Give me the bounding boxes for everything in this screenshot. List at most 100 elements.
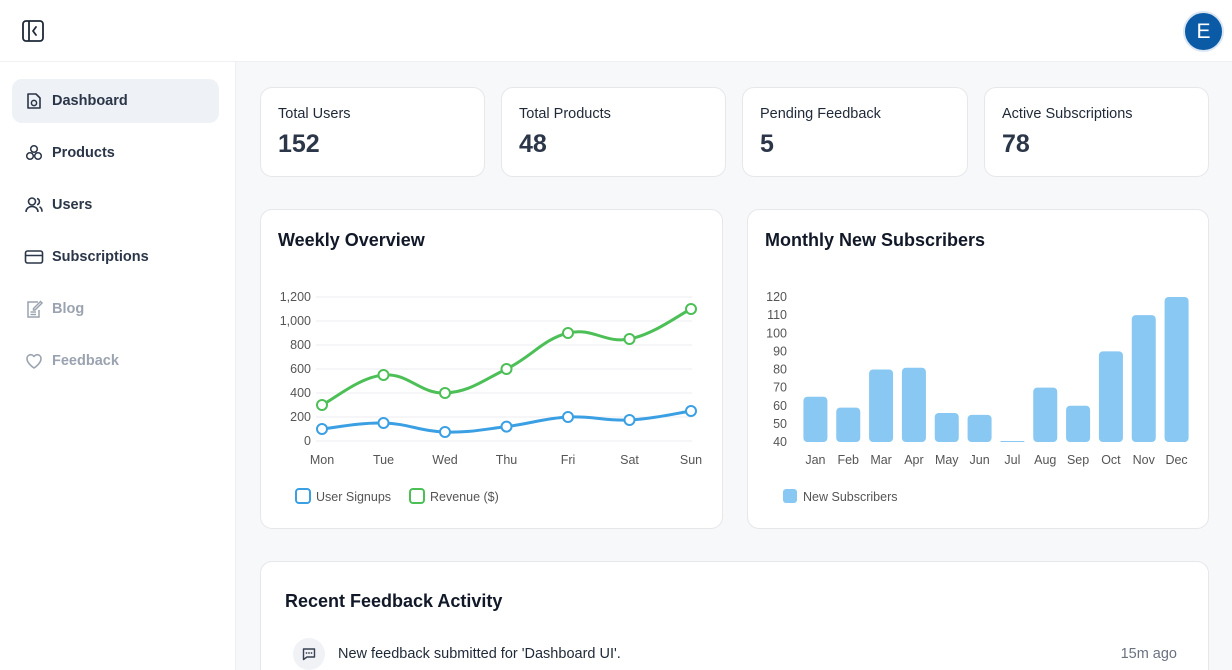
x-tick-label: Jun <box>970 453 990 467</box>
sidebar-item-blog[interactable]: Blog <box>12 287 219 331</box>
bar-nov <box>1131 315 1156 442</box>
data-point <box>316 399 328 411</box>
card-icon <box>24 247 44 267</box>
sidebar-item-label: Dashboard <box>52 93 128 109</box>
feedback-title: Recent Feedback Activity <box>285 591 503 611</box>
data-point <box>623 414 636 426</box>
bar-jan <box>803 396 828 442</box>
y-tick-label: 60 <box>773 399 787 413</box>
x-tick-label: Tue <box>373 453 394 467</box>
x-tick-label: Apr <box>904 453 923 467</box>
data-point <box>685 303 697 315</box>
bar-jun <box>967 414 992 442</box>
y-tick-label: 110 <box>767 308 787 322</box>
x-tick-label: Aug <box>1034 453 1056 467</box>
sidebar-item-label: Blog <box>52 301 85 317</box>
bar-jul <box>1000 441 1025 442</box>
data-point <box>562 411 574 423</box>
x-tick-label: Nov <box>1133 453 1156 467</box>
data-point <box>500 363 513 375</box>
stat-label: Active Subscriptions <box>1002 106 1133 122</box>
x-tick-label: Sep <box>1067 453 1089 467</box>
bar-aug <box>1033 387 1058 442</box>
sidebar-item-products[interactable]: Products <box>12 131 219 175</box>
sidebar-item-feedback[interactable]: Feedback <box>12 339 219 383</box>
avatar-initial: E <box>1196 19 1211 43</box>
monthly-subscribers-card: Monthly New Subscribers 40 50 60 70 80 90 100 1… <box>747 209 1209 529</box>
x-tick-label: Oct <box>1101 453 1121 467</box>
y-tick-label: 1,000 <box>280 314 311 328</box>
sidebar-collapse-icon <box>22 20 44 42</box>
x-tick-label: May <box>935 453 959 467</box>
y-tick-label: 600 <box>290 362 311 376</box>
stat-value: 152 <box>278 130 320 158</box>
stat-label: Pending Feedback <box>760 106 881 122</box>
feedback-text: New feedback submitted for 'Dashboard UI… <box>338 646 621 662</box>
sidebar-toggle-button[interactable] <box>22 20 44 42</box>
stat-value: 48 <box>519 130 547 158</box>
data-point <box>562 327 574 339</box>
y-tick-label: 200 <box>290 410 311 424</box>
heart-icon <box>24 351 44 371</box>
bar-apr <box>901 367 926 442</box>
stat-card-total-users: Total Users 152 <box>260 87 485 177</box>
y-tick-label: 0 <box>304 434 311 448</box>
feedback-item[interactable]: New feedback submitted for 'Dashboard UI… <box>293 638 1177 670</box>
data-point <box>377 417 390 429</box>
bar-feb <box>836 407 861 442</box>
y-tick-label: 80 <box>773 363 787 377</box>
stat-value: 5 <box>760 130 774 158</box>
y-tick-label: 70 <box>773 381 787 395</box>
x-tick-label: Dec <box>1165 453 1187 467</box>
stat-card-active-subscriptions: Active Subscriptions 78 <box>984 87 1209 177</box>
x-tick-label: Sun <box>680 453 702 467</box>
y-tick-label: 40 <box>773 435 787 449</box>
x-tick-label: Feb <box>837 453 859 467</box>
bar-may <box>934 413 959 442</box>
bar-mar <box>869 369 894 442</box>
bar-oct <box>1098 351 1123 442</box>
products-icon <box>24 143 44 163</box>
x-tick-label: Sat <box>620 453 639 467</box>
weekly-overview-card: Weekly Overview 0 200 400 600 800 1,000 1,200 M… <box>260 209 723 529</box>
sidebar-item-label: Subscriptions <box>52 249 149 265</box>
data-point <box>623 333 636 345</box>
stat-card-total-products: Total Products 48 <box>501 87 726 177</box>
y-tick-label: 1,200 <box>280 290 311 304</box>
y-tick-label: 50 <box>773 417 787 431</box>
legend-swatch <box>783 489 797 503</box>
x-tick-label: Mon <box>310 453 334 467</box>
stat-label: Total Users <box>278 106 351 122</box>
sidebar-item-label: Feedback <box>52 353 119 369</box>
sidebar-item-dashboard[interactable]: Dashboard <box>12 79 219 123</box>
sidebar-item-label: Users <box>52 197 93 213</box>
sidebar-item-users[interactable]: Users <box>12 183 219 227</box>
x-tick-label: Thu <box>496 453 518 467</box>
x-tick-label: Jan <box>805 453 825 467</box>
weekly-overview-chart: 0 200 400 600 800 1,000 1,200 Mon Tue Wed Thu Fri Sa… <box>280 290 702 504</box>
user-avatar[interactable]: E <box>1183 11 1224 52</box>
data-point <box>685 405 697 417</box>
x-tick-label: Jul <box>1004 453 1020 467</box>
chart-title: Weekly Overview <box>278 230 425 250</box>
x-tick-label: Fri <box>561 453 576 467</box>
blog-icon <box>24 299 44 319</box>
stat-value: 78 <box>1002 130 1030 158</box>
legend-swatch <box>409 488 425 504</box>
top-bar: E <box>0 0 1232 62</box>
message-icon <box>293 638 325 670</box>
sidebar-item-subscriptions[interactable]: Subscriptions <box>12 235 219 279</box>
legend-swatch <box>295 488 311 504</box>
y-tick-label: 100 <box>766 326 787 340</box>
y-tick-label: 120 <box>766 290 787 304</box>
data-point <box>439 426 451 438</box>
dashboard-icon <box>24 91 44 111</box>
y-tick-label: 800 <box>290 338 311 352</box>
bar-dec <box>1164 297 1189 442</box>
stat-card-pending-feedback: Pending Feedback 5 <box>742 87 968 177</box>
recent-feedback-card: Recent Feedback Activity New feedback su… <box>260 561 1209 670</box>
x-tick-label: Mar <box>870 453 892 467</box>
legend-label: New Subscribers <box>803 490 897 504</box>
users-icon <box>24 195 44 215</box>
legend-label: User Signups <box>316 490 391 504</box>
